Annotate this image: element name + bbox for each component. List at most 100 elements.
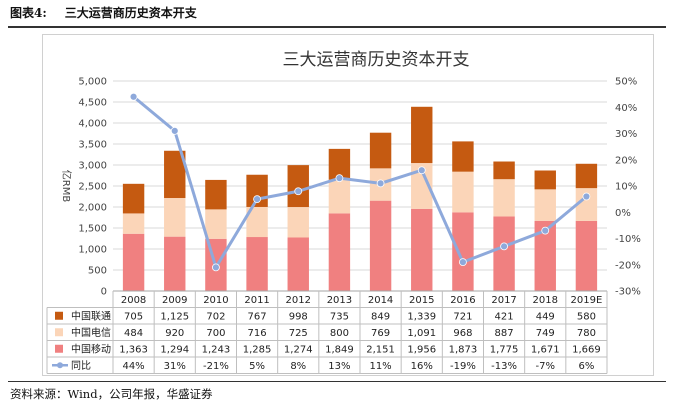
bar-segment [575,220,598,291]
footer-rule [8,381,666,382]
yoy-marker [129,92,138,101]
yoy-marker [376,179,385,188]
bar-segment [452,212,474,291]
y-axis-label: 亿RMB [60,170,73,203]
y2-tick-label: -30% [615,287,641,298]
data-label: 725 [289,328,308,339]
figure-number: 图表4: [10,6,47,20]
bar-segment [534,220,556,291]
bar-segment [328,213,351,291]
yoy-marker [541,226,550,235]
bar-segment [122,233,145,291]
data-label: 1,849 [325,345,354,356]
data-label: 1,243 [202,345,231,356]
x-tick-label: 2010 [203,295,228,306]
y2-tick-label: 20% [615,155,637,166]
data-label: 735 [330,312,349,323]
yoy-marker [212,263,220,272]
data-label: 1,669 [572,345,601,356]
x-tick-label: 2012 [286,295,311,306]
chart-frame: 三大运营商历史资本开支 0 500 1,000 1,500 2,000 2,500 3,000… [42,34,654,376]
bar-segment [205,179,227,210]
y2-tick-label: 40% [615,103,637,114]
yoy-marker [500,242,508,251]
legend-key [55,344,63,353]
y-tick-label: 3,500 [78,140,107,151]
y-tick-label: 1,500 [78,224,107,235]
yoy-marker [417,166,426,175]
data-label: 580 [577,312,596,323]
x-tick-label: 2013 [327,295,352,306]
legend-key [55,311,63,320]
legend-label: 中国电信 [71,326,111,339]
data-label: -19% [450,361,476,372]
bar-segment [534,189,556,221]
data-label: 721 [453,312,472,323]
data-label: 484 [124,328,143,339]
bar-segment [452,171,474,213]
x-tick-label: 2019E [571,295,603,306]
x-tick-label: 2015 [409,295,434,306]
data-label: 1,363 [119,345,148,356]
data-label: 1,125 [160,312,189,323]
legend-label: 中国移动 [71,343,111,356]
data-label: 13% [328,361,350,372]
data-label: 421 [495,312,514,323]
data-label: -13% [491,361,517,372]
bar-segment [164,198,186,237]
bar-segment [205,209,227,239]
data-label: 1,091 [407,328,436,339]
bar-segment [575,188,598,221]
bar-segment [493,179,515,217]
data-label: 11% [369,361,391,372]
y2-tick-label: 10% [615,182,637,193]
chart-svg: 三大运营商历史资本开支 0 500 1,000 1,500 2,000 2,500 3,000… [46,50,641,374]
data-label: 1,294 [160,345,189,356]
x-tick-label: 2011 [244,295,269,306]
yoy-marker [294,187,303,196]
y-tick-label: 5,000 [78,77,107,88]
bar-segment [287,207,309,238]
legend-label: 中国联通 [71,310,111,323]
bar-segment [164,150,186,199]
data-label: 849 [371,312,390,323]
data-label: -7% [536,361,555,372]
bar-segment [411,163,433,209]
bar-segment [493,216,515,291]
data-label: 1,956 [407,345,436,356]
yoy-line [132,95,588,272]
y-tick-label: 1,000 [78,245,107,256]
yoy-marker [253,195,261,204]
chart-title: 三大运营商历史资本开支 [283,50,470,70]
data-label: 1,671 [531,345,560,356]
y2-tick-label: 50% [615,77,637,88]
data-label: 1,274 [284,345,313,356]
bar-segment [493,161,515,180]
data-label: 968 [453,328,472,339]
legend-key-marker [57,362,63,369]
yoy-marker [170,126,179,135]
data-label: 767 [248,312,267,323]
bar-segment [575,163,598,189]
data-label: 449 [536,312,555,323]
bar-segment [122,183,145,214]
y2-tick-label: -10% [615,234,641,245]
source-note: 资料来源：Wind，公司年报，华盛证券 [10,387,213,401]
data-label: 705 [124,312,143,323]
y2-tick-label: -20% [615,260,641,271]
y-tick-label: 3,000 [78,161,107,172]
legend-key [55,328,63,337]
data-label: 780 [577,328,596,339]
x-tick-label: 2017 [491,295,516,306]
y-tick-label: 2,000 [78,203,107,214]
y-tick-label: 2,500 [78,182,107,193]
bar-segment [164,236,186,291]
y-tick-label: 4,000 [78,119,107,130]
x-tick-label: 2008 [121,295,146,306]
bar-segment [411,106,433,164]
bar-segment [287,237,309,291]
data-label: -21% [203,361,229,372]
data-label: 1,339 [407,312,436,323]
bar-segment [369,132,392,169]
bar-segment [328,179,351,214]
